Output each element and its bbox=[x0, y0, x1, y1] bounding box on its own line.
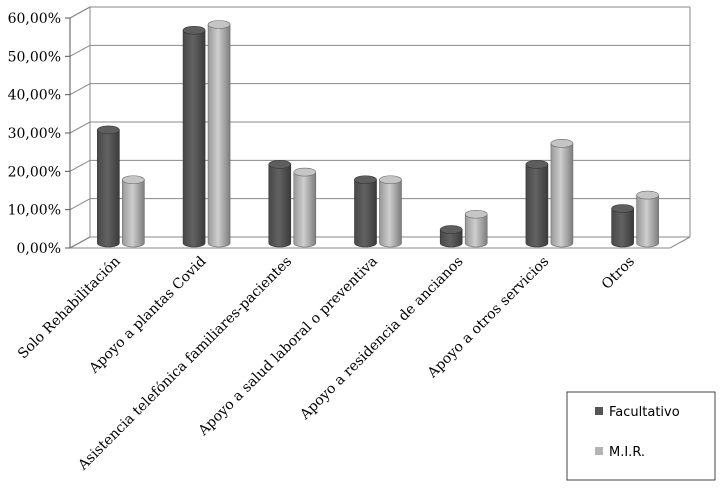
x-tick-label: Apoyo a salud laboral o preventiva bbox=[195, 254, 381, 440]
x-tick-label: Otros bbox=[599, 254, 638, 293]
y-tick-label: 40,00% bbox=[8, 88, 61, 104]
legend-label: Facultativo bbox=[609, 405, 680, 420]
y-tick-label: 50,00% bbox=[8, 49, 61, 65]
y-tick-label: 10,00% bbox=[8, 203, 61, 219]
bar-mir bbox=[464, 209, 488, 248]
y-tick-label: 0,00% bbox=[17, 241, 61, 257]
legend-swatch bbox=[595, 447, 603, 455]
bar-facultativo bbox=[268, 160, 292, 248]
y-axis: 0,00% 10,00% 20,00% 30,00% 40,00% 50,00% 60,00… bbox=[8, 11, 71, 257]
gridline-side bbox=[69, 44, 91, 57]
bar-mir bbox=[379, 175, 402, 248]
gridline-side bbox=[69, 83, 91, 96]
bar-mir bbox=[207, 20, 231, 248]
bar-mir bbox=[636, 190, 659, 248]
gridline-side bbox=[69, 6, 91, 19]
bar-facultativo bbox=[97, 125, 120, 248]
gridline-side bbox=[69, 236, 91, 249]
legend-swatch bbox=[595, 407, 603, 415]
y-tick-label: 60,00% bbox=[8, 11, 61, 27]
bars bbox=[97, 20, 659, 248]
bar-facultativo bbox=[182, 25, 206, 248]
gridline-side bbox=[69, 121, 91, 134]
legend-box bbox=[566, 391, 716, 481]
legend-label: M.I.R. bbox=[609, 445, 645, 460]
y-tick-label: 30,00% bbox=[8, 126, 61, 142]
gridline-side bbox=[69, 198, 91, 211]
bar-facultativo bbox=[439, 225, 463, 248]
bar-facultativo bbox=[525, 160, 549, 248]
y-tick-label: 20,00% bbox=[8, 164, 61, 180]
legend: Facultativo M.I.R. bbox=[566, 391, 716, 481]
bar-facultativo bbox=[611, 204, 634, 248]
x-tick-label: Apoyo a residencia de ancianos bbox=[297, 254, 467, 424]
bar-facultativo bbox=[354, 175, 377, 248]
bar-mir bbox=[122, 175, 145, 248]
bar-mir bbox=[293, 167, 317, 248]
bar-mir bbox=[550, 139, 574, 248]
gridline-side bbox=[69, 159, 91, 172]
